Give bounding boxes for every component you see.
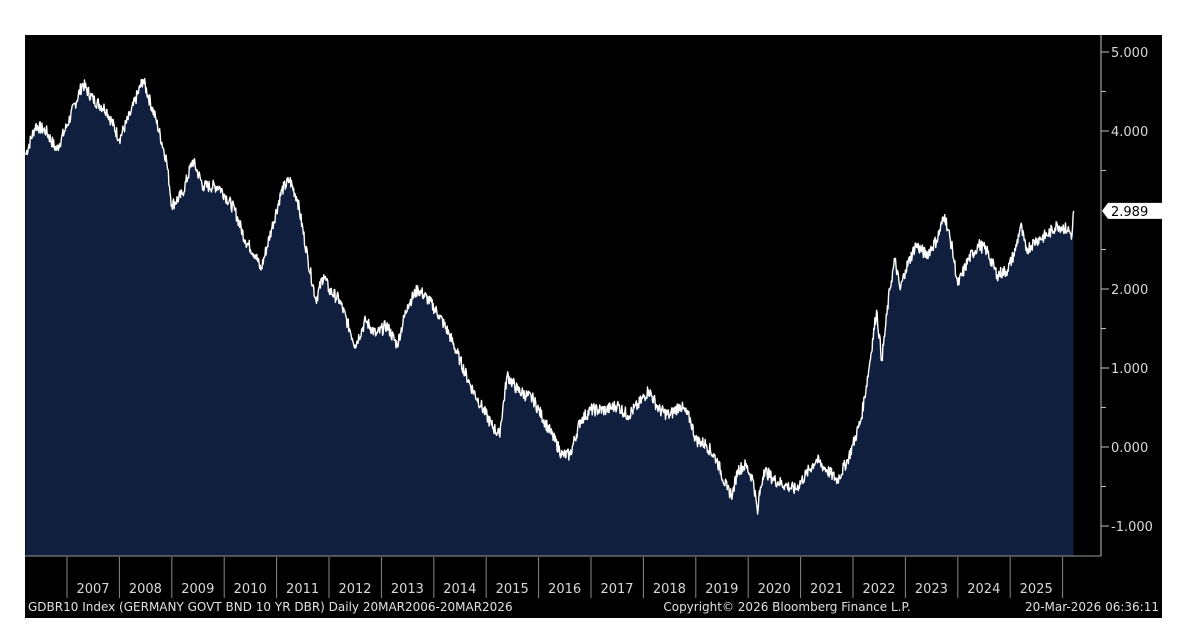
- x-axis: 2007 2008 2009 2010 2011 2012 2013 2014 2015 2016…: [66, 557, 1064, 598]
- footer-title: GDBR10 Index (GERMANY GOVT BND 10 YR DBR…: [28, 600, 513, 614]
- x-tick-label: 2017: [600, 582, 633, 597]
- x-tick-label: 2009: [181, 582, 214, 597]
- y-tick-label: 5.000: [1111, 46, 1148, 61]
- y-tick-label: 0.000: [1111, 441, 1148, 456]
- x-tick-label: 2023: [915, 582, 948, 597]
- last-value-label: 2.989: [1111, 205, 1148, 220]
- y-axis: 5.000 4.000 2.000 1.000 0.000 -1.000: [1101, 46, 1153, 535]
- x-tick-label: 2014: [443, 582, 476, 597]
- x-tick-label: 2022: [862, 582, 895, 597]
- x-tick-label: 2021: [810, 582, 843, 597]
- x-tick-label: 2008: [129, 582, 162, 597]
- x-tick-label: 2012: [338, 582, 371, 597]
- x-tick-label: 2016: [548, 582, 581, 597]
- x-tick-label: 2007: [76, 582, 109, 597]
- series-line-gdbr10: [24, 78, 1075, 515]
- y-tick-label: -1.000: [1111, 520, 1153, 535]
- y-tick-label: 1.000: [1111, 362, 1148, 377]
- series-area-fill: [25, 78, 1074, 556]
- last-value-marker: 2.989: [1102, 202, 1162, 220]
- footer-timestamp: 20-Mar-2026 06:36:11: [1025, 600, 1159, 614]
- x-tick-label: 2020: [758, 582, 791, 597]
- last-value-box: [1102, 202, 1162, 219]
- x-tick-label: 2019: [705, 582, 738, 597]
- x-tick-label: 2013: [391, 582, 424, 597]
- x-tick-label: 2015: [496, 582, 529, 597]
- plot-area: [24, 78, 1075, 556]
- x-tick-label: 2024: [967, 582, 1000, 597]
- x-tick-label: 2011: [286, 582, 319, 597]
- x-tick-label: 2018: [653, 582, 686, 597]
- y-tick-label: 4.000: [1111, 125, 1148, 140]
- y-tick-label: 2.000: [1111, 283, 1148, 298]
- x-tick-label: 2010: [234, 582, 267, 597]
- footer-copyright: Copyright© 2026 Bloomberg Finance L.P.: [663, 600, 910, 614]
- x-tick-label: 2025: [1020, 582, 1053, 597]
